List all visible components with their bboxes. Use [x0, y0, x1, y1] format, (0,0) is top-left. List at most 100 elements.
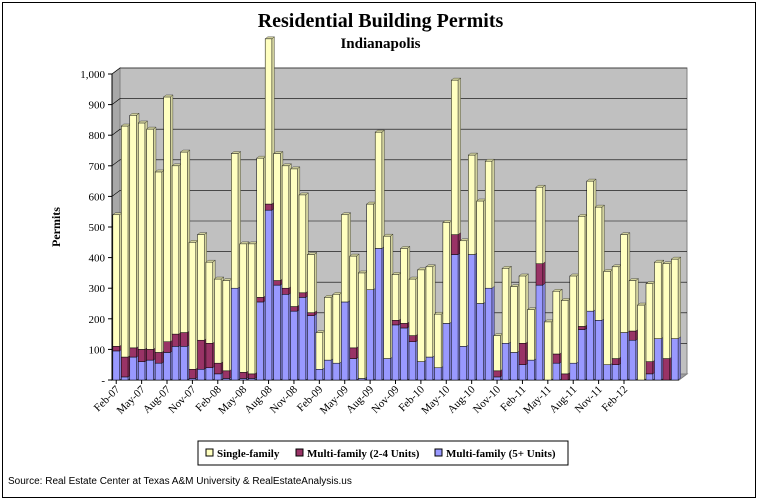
gridline	[111, 128, 687, 136]
bar-segment	[154, 352, 163, 364]
bar-segment	[163, 341, 171, 353]
bar-segment	[307, 315, 315, 381]
bar-side	[457, 77, 461, 235]
source-note: Source: Real Estate Center at Texas A&M …	[8, 476, 352, 487]
bar-top	[129, 113, 140, 116]
bar-top	[628, 278, 639, 281]
bar-segment	[154, 362, 163, 381]
bar-segment	[214, 362, 222, 375]
bar-segment	[231, 153, 239, 289]
bar-segment	[129, 115, 137, 349]
bar-top	[281, 163, 292, 166]
bar-top	[197, 232, 208, 235]
bar-top	[467, 152, 478, 156]
bar-segment	[434, 313, 442, 369]
bar-side	[314, 252, 317, 313]
bar-segment	[324, 297, 332, 361]
bar-segment	[222, 280, 230, 372]
bar-segment	[197, 369, 205, 381]
bar-top	[501, 266, 512, 269]
bar-segment	[611, 364, 620, 381]
legend-swatch	[205, 448, 214, 457]
bar-segment	[349, 255, 357, 349]
bar-segment	[163, 96, 171, 342]
bar-segment	[180, 346, 188, 381]
bar-segment	[188, 242, 197, 370]
bar-segment	[290, 306, 298, 312]
bar-segment	[383, 235, 391, 359]
y-tick-label: 700	[89, 161, 106, 173]
bar-segment	[417, 269, 425, 362]
bar-segment	[307, 312, 315, 316]
bar-segment	[561, 300, 569, 375]
bar-segment	[137, 361, 146, 381]
bar-segment	[442, 222, 450, 324]
bar-segment	[163, 352, 171, 381]
bar-segment	[154, 171, 163, 353]
bar-segment	[137, 122, 146, 350]
x-tick-label: May-11	[521, 384, 554, 417]
bar-segment	[121, 356, 129, 378]
bar-top	[484, 159, 495, 162]
bar-segment	[578, 329, 586, 381]
bar-segment	[400, 327, 408, 381]
bar-segment	[112, 214, 120, 347]
bar-segment	[188, 369, 197, 379]
bar-top	[213, 276, 225, 280]
bar-segment	[290, 168, 298, 307]
bar-segment	[484, 160, 493, 289]
bar-top	[552, 289, 563, 292]
bar-segment	[137, 349, 146, 362]
bar-segment	[535, 284, 544, 381]
bar-side	[678, 256, 681, 340]
bar-segment	[442, 323, 450, 381]
legend-label: Single-family	[217, 448, 280, 460]
bar-segment	[628, 330, 637, 341]
bar-segment	[518, 343, 527, 365]
y-tick-label: 1,000	[80, 69, 105, 81]
bar-segment	[298, 194, 307, 294]
bar-segment	[391, 274, 400, 321]
bar-segment	[256, 301, 264, 381]
bar-segment	[197, 339, 205, 370]
bar-segment	[552, 353, 560, 364]
bar-top	[425, 264, 436, 267]
bar-segment	[645, 361, 654, 375]
bar-segment	[518, 275, 527, 344]
bar-segment	[451, 254, 459, 381]
bar-segment	[645, 283, 654, 362]
bar-segment	[527, 359, 535, 381]
bar-top	[535, 185, 546, 188]
bar-segment	[611, 266, 620, 359]
bar-segment	[315, 332, 323, 370]
bar-segment	[459, 346, 467, 381]
bar-segment	[374, 248, 383, 381]
bar-segment	[171, 346, 180, 381]
bar-segment	[451, 79, 459, 235]
bar-segment	[247, 243, 256, 375]
x-tick-label: May-10	[419, 383, 452, 416]
bar-segment	[112, 350, 120, 381]
bar-segment	[391, 320, 400, 326]
y-tick-label: 600	[89, 191, 106, 203]
bar-segment	[628, 280, 637, 332]
bar-top	[298, 192, 309, 196]
bar-segment	[569, 275, 577, 364]
bar-segment	[264, 38, 273, 205]
legend-label: Multi-family (5+ Units)	[446, 448, 556, 460]
x-tick-label: Nov-08	[268, 383, 301, 416]
bar-segment	[247, 373, 256, 379]
x-tick-label: May-08	[216, 383, 249, 416]
x-tick-label: Nov-07	[166, 383, 199, 416]
bar-segment	[654, 261, 662, 339]
bar-segment	[400, 248, 408, 324]
bar-segment	[298, 297, 307, 381]
bar-segment	[239, 372, 247, 379]
bar-segment	[383, 358, 391, 381]
x-tick-label: Nov-10	[471, 383, 504, 416]
bar-segment	[535, 186, 544, 264]
bar-top	[264, 36, 275, 39]
bar-segment	[231, 287, 239, 381]
legend-label: Multi-family (2-4 Units)	[307, 448, 420, 460]
bar-segment	[264, 203, 273, 211]
